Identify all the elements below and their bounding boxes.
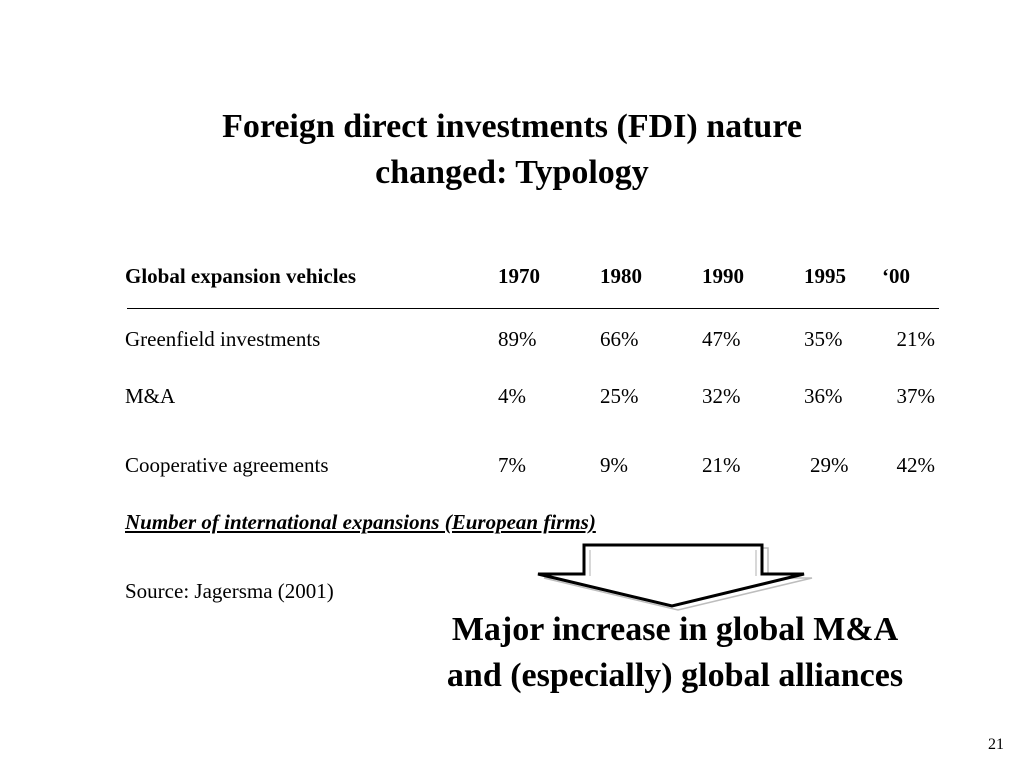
table-cell: 4% (498, 384, 526, 408)
header-year: 1990 (702, 264, 744, 288)
row-label: Cooperative agreements (125, 453, 329, 477)
table-cell: 21% (702, 453, 741, 477)
header-label: Global expansion vehicles (125, 264, 357, 288)
slide-title: Foreign direct investments (FDI) nature … (0, 104, 1024, 196)
table-cell: 47% (702, 327, 741, 351)
table-cell: 42% (896, 453, 936, 477)
source-note: Source: Jagersma (2001) (125, 579, 334, 603)
table-row: Cooperative agreements 7% 9% 21% 29% 42% (125, 453, 941, 483)
table-cell: 32% (702, 384, 741, 408)
header-year: 1980 (600, 264, 642, 288)
conclusion-text: Major increase in global M&A and (especi… (380, 607, 970, 699)
header-year: 1995 (804, 264, 846, 288)
table-cell: 29% (810, 453, 849, 477)
row-label: M&A (125, 384, 176, 408)
table-cell: 7% (498, 453, 526, 477)
header-year: 1970 (498, 264, 540, 288)
table-cell: 66% (600, 327, 639, 351)
table-cell: 25% (600, 384, 639, 408)
row-label: Greenfield investments (125, 327, 321, 351)
header-year: ‘00 (882, 264, 910, 288)
table-cell: 89% (498, 327, 537, 351)
table-cell: 37% (896, 384, 936, 408)
conclusion-line-1: Major increase in global M&A (451, 611, 899, 648)
table-cell: 21% (896, 327, 936, 351)
table-cell: 36% (804, 384, 843, 408)
table-cell: 9% (600, 453, 628, 477)
page-number: 21 (988, 736, 1004, 753)
table-row: Greenfield investments 89% 66% 47% 35% 2… (125, 327, 941, 357)
table-header-row: Global expansion vehicles 1970 1980 1990… (125, 264, 941, 294)
down-arrow-icon (537, 543, 813, 611)
slide-title-line-2: changed: Typology (375, 154, 649, 191)
table-cell: 35% (804, 327, 843, 351)
table-caption: Number of international expansions (Euro… (125, 510, 596, 534)
conclusion-line-2: and (especially) global alliances (446, 657, 904, 694)
table-row: M&A 4% 25% 32% 36% 37% (125, 384, 941, 414)
header-divider (127, 308, 939, 309)
slide-title-line-1: Foreign direct investments (FDI) nature (222, 108, 802, 145)
